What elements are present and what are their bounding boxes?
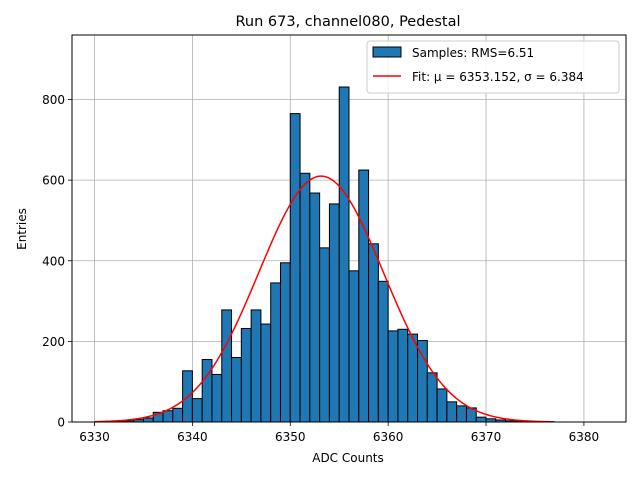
- legend-label-samples: Samples: RMS=6.51: [412, 46, 534, 60]
- gaussian-fit-line: [94, 175, 555, 423]
- histogram-bar: [436, 388, 448, 423]
- y-tick-label: 400: [42, 254, 65, 268]
- histogram-bar: [299, 172, 311, 423]
- histogram-bar: [328, 203, 340, 423]
- histogram-bar: [446, 401, 458, 423]
- histogram-bars: [113, 86, 526, 423]
- histogram-bar: [309, 192, 321, 423]
- y-axis-label: Entries: [15, 208, 29, 250]
- legend: Samples: RMS=6.51 Fit: μ = 6353.152, σ =…: [366, 40, 620, 94]
- histogram-bar: [231, 357, 242, 423]
- x-tick-label: 6370: [471, 430, 502, 444]
- x-tick-label: 6340: [177, 430, 208, 444]
- y-tick-label: 600: [42, 174, 65, 188]
- legend-box: [366, 40, 620, 94]
- x-tick-label: 6330: [79, 430, 110, 444]
- histogram-bar: [240, 327, 252, 423]
- histogram-bar: [270, 282, 281, 423]
- y-axis-ticks: 0 200 400 600 800: [42, 93, 72, 430]
- histogram-bar: [142, 417, 154, 423]
- histogram-bar: [417, 340, 428, 423]
- legend-label-fit: Fit: μ = 6353.152, σ = 6.384: [412, 70, 584, 84]
- histogram-bar: [475, 416, 487, 423]
- x-tick-label: 6350: [275, 430, 306, 444]
- histogram-bar: [211, 373, 223, 423]
- histogram-bar: [368, 243, 379, 423]
- histogram-bar: [397, 328, 409, 423]
- x-axis-label: ADC Counts: [312, 451, 384, 465]
- histogram-bar: [191, 398, 203, 423]
- histogram-bar: [289, 113, 301, 423]
- histogram-bar: [319, 247, 330, 423]
- histogram-bar: [358, 169, 370, 423]
- histogram-bar: [426, 372, 438, 423]
- histogram-bar: [221, 309, 233, 423]
- y-tick-label: 200: [42, 335, 65, 349]
- chart-title: Run 673, channel080, Pedestal: [235, 14, 460, 30]
- histogram-bar: [201, 359, 213, 423]
- plot-frame: [71, 34, 627, 423]
- histogram-bar: [456, 405, 467, 423]
- legend-swatch-samples: [372, 46, 402, 58]
- y-tick-label: 0: [57, 416, 65, 430]
- histogram-bar: [250, 309, 262, 423]
- histogram-bar: [279, 262, 291, 423]
- histogram-bar: [260, 323, 272, 423]
- histogram-bar: [377, 280, 389, 423]
- x-tick-label: 6360: [373, 430, 404, 444]
- histogram-bar: [348, 270, 360, 423]
- histogram-bar: [172, 407, 184, 423]
- x-axis-ticks: 6330 6340 6350 6360 6370 6380: [79, 422, 599, 444]
- x-tick-label: 6380: [569, 430, 600, 444]
- histogram-bar: [387, 330, 399, 423]
- histogram-bar: [162, 410, 174, 423]
- y-tick-label: 800: [42, 93, 65, 107]
- histogram-bar: [338, 86, 350, 423]
- histogram-bar: [407, 333, 419, 423]
